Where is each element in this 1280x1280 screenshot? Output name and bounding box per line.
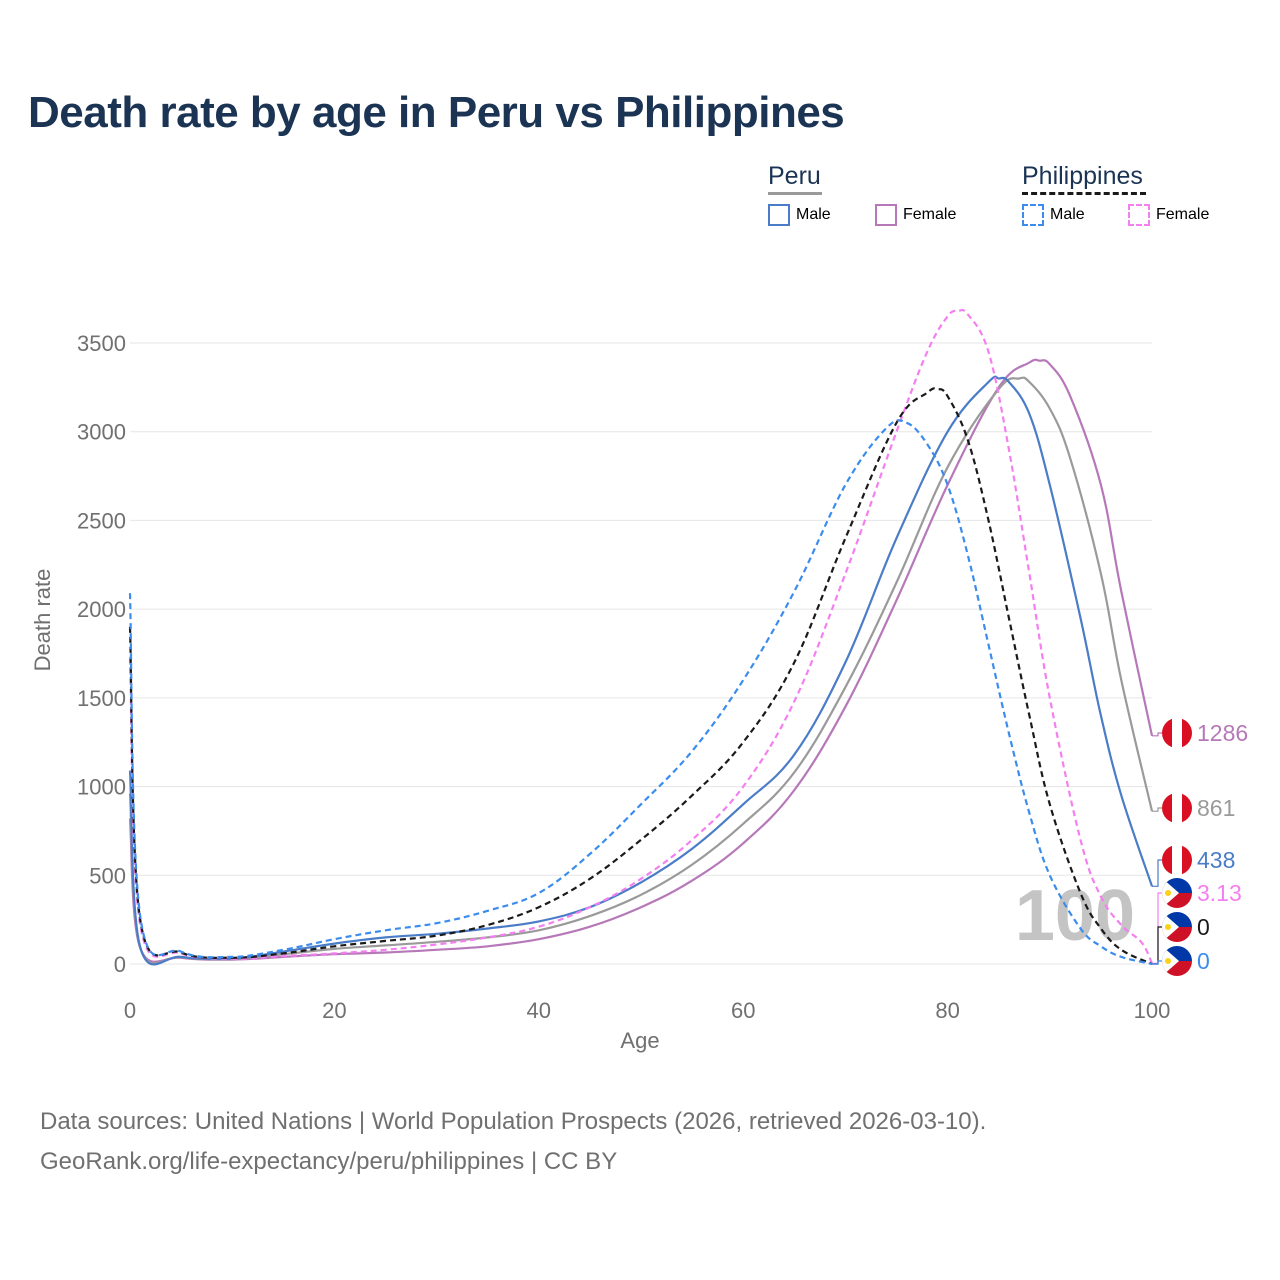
flag-red-left xyxy=(1162,793,1172,823)
end-label-connector xyxy=(1152,859,1163,887)
legend-group-philippines: Philippines xyxy=(1022,162,1143,190)
x-tick-label: 80 xyxy=(935,998,959,1023)
legend-label: Male xyxy=(796,206,831,223)
x-tick-label: 40 xyxy=(527,998,551,1023)
legend-group-line xyxy=(768,192,822,195)
y-tick-label: 0 xyxy=(114,952,126,977)
end-label-connector xyxy=(1152,960,1163,965)
legend-group-line xyxy=(1022,192,1146,195)
x-tick-label: 100 xyxy=(1134,998,1171,1023)
footer-sources: Data sources: United Nations | World Pop… xyxy=(40,1108,987,1135)
flag-philippines-icon xyxy=(1162,946,1192,976)
end-label-value: 0 xyxy=(1197,948,1210,974)
flag-sun xyxy=(1165,924,1171,930)
flag-red-left xyxy=(1162,718,1172,748)
legend-label: Female xyxy=(1156,206,1210,223)
y-tick-label: 2000 xyxy=(77,597,126,622)
year-watermark: 100 xyxy=(1015,876,1135,956)
flag-sun xyxy=(1165,958,1171,964)
legend-label: Male xyxy=(1050,206,1085,223)
series-line-philippines-female xyxy=(128,308,1154,964)
footer-link[interactable]: GeoRank.org/life-expectancy/peru/philipp… xyxy=(40,1148,618,1175)
series-line-peru-male xyxy=(128,375,1154,966)
flag-peru-icon xyxy=(1162,793,1192,823)
x-axis-label: Age xyxy=(620,1028,659,1053)
flag-peru-icon xyxy=(1162,718,1192,748)
end-label-value: 1286 xyxy=(1197,720,1248,746)
series-line-peru-female xyxy=(128,358,1154,963)
y-tick-label: 3500 xyxy=(77,331,126,356)
flag-peru-icon xyxy=(1162,845,1192,875)
legend-swatch xyxy=(768,204,790,226)
flag-red-right xyxy=(1182,718,1192,748)
y-tick-label: 1000 xyxy=(77,775,126,800)
flag-philippines-icon xyxy=(1162,878,1192,908)
end-label-value: 3.13 xyxy=(1197,880,1242,906)
flag-philippines-icon xyxy=(1162,912,1192,942)
legend-label: Female xyxy=(903,206,957,223)
flag-body xyxy=(1162,845,1192,875)
legend-item-peru-male[interactable]: Male xyxy=(768,204,831,226)
flag-body xyxy=(1162,946,1192,976)
chart-title: Death rate by age in Peru vs Philippines xyxy=(28,88,845,137)
flag-red-right xyxy=(1182,845,1192,875)
y-tick-label: 1500 xyxy=(77,686,126,711)
legend-item-philippines-female[interactable]: Female xyxy=(1128,204,1209,226)
flag-body xyxy=(1162,912,1192,942)
gridlines xyxy=(130,342,1152,965)
flag-body xyxy=(1162,793,1192,823)
y-tick-label: 500 xyxy=(89,863,126,888)
x-tick-label: 0 xyxy=(124,998,136,1023)
series-line-philippines-total xyxy=(128,387,1153,966)
x-tick-labels: 0 20 40 60 80 100 xyxy=(124,998,1170,1023)
flag-body xyxy=(1162,878,1192,908)
y-tick-labels: 0 500 1000 1500 2000 2500 3000 3500 xyxy=(77,331,126,977)
x-tick-label: 60 xyxy=(731,998,755,1023)
series-lines xyxy=(128,308,1154,966)
legend-swatch xyxy=(875,204,897,226)
x-tick-label: 20 xyxy=(322,998,346,1023)
end-label-value: 438 xyxy=(1197,847,1235,873)
end-label-value: 861 xyxy=(1197,795,1235,821)
legend-item-philippines-male[interactable]: Male xyxy=(1022,204,1085,226)
end-labels: 1286 861 438 3.13 0 0 xyxy=(1152,718,1248,976)
y-axis-label: Death rate xyxy=(30,569,55,672)
legend-group-peru: Peru xyxy=(768,162,821,190)
end-label-value: 0 xyxy=(1197,914,1210,940)
legend-item-peru-female[interactable]: Female xyxy=(875,204,956,226)
flag-body xyxy=(1162,718,1192,748)
legend-swatch xyxy=(1022,204,1044,226)
flag-red-right xyxy=(1182,793,1192,823)
y-tick-label: 3000 xyxy=(77,420,126,445)
end-label-connector xyxy=(1152,732,1163,737)
series-line-philippines-male xyxy=(128,419,1153,966)
end-label-connector xyxy=(1152,807,1163,812)
flag-red-left xyxy=(1162,845,1172,875)
y-tick-label: 2500 xyxy=(77,508,126,533)
legend-swatch xyxy=(1128,204,1150,226)
end-label-connector xyxy=(1152,926,1163,965)
flag-sun xyxy=(1165,890,1171,896)
